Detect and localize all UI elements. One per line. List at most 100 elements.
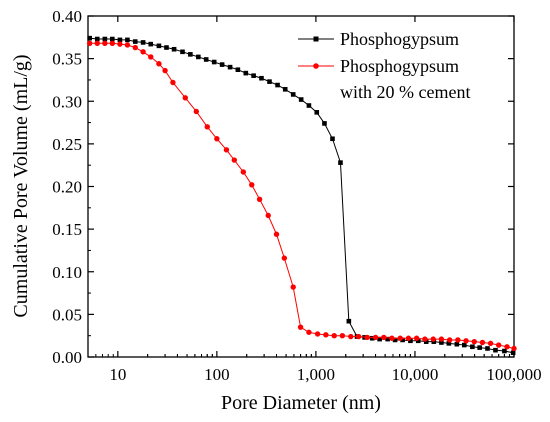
data-point-circle [148, 54, 154, 60]
data-point-circle [265, 212, 271, 219]
data-point-circle [249, 182, 255, 188]
data-point-square [415, 338, 421, 344]
data-point-circle [231, 157, 238, 163]
data-point-circle [405, 335, 412, 341]
data-point-square [346, 318, 352, 324]
data-point-square [510, 350, 516, 356]
data-point-square [322, 121, 327, 126]
data-point-square [117, 37, 123, 43]
data-point-square [102, 36, 108, 42]
data-point-square [306, 103, 312, 108]
data-point-circle [182, 95, 188, 101]
data-point-circle [314, 331, 321, 337]
y-tick-label: 0.40 [52, 7, 82, 26]
data-point-square [470, 344, 475, 350]
y-tick-label: 0.15 [52, 220, 82, 239]
data-point-circle [170, 79, 176, 86]
x-axis-title: Pore Diameter (nm) [221, 392, 381, 414]
data-point-circle [511, 345, 517, 352]
data-point-square [243, 70, 249, 76]
data-point-circle [124, 42, 131, 48]
data-point-square [267, 79, 272, 84]
data-point-circle [290, 284, 296, 290]
legend-label-cement-line1: Phosphogypsum [340, 56, 459, 76]
data-point-square [493, 347, 498, 353]
data-point-circle [430, 336, 436, 342]
data-point-square [188, 52, 193, 57]
y-tick-label: 0.25 [52, 135, 82, 154]
data-point-circle [193, 108, 199, 115]
data-point-circle [162, 67, 168, 74]
data-point-circle [223, 147, 230, 153]
x-axis: 10 100 1,000 10,000 100,000 [95, 16, 542, 384]
data-point-square [377, 336, 382, 342]
data-point-circle [487, 340, 494, 347]
data-point-circle [372, 334, 379, 341]
data-point-square [330, 136, 335, 142]
data-point-circle [273, 231, 280, 237]
data-point-circle [140, 49, 146, 55]
data-point-square [180, 49, 185, 55]
data-point-circle [109, 40, 116, 46]
data-point-circle [479, 339, 486, 346]
data-point-square [282, 87, 288, 92]
data-point-square [251, 73, 256, 78]
data-point-circle [389, 335, 395, 341]
data-point-circle [339, 332, 346, 339]
data-point-square [290, 92, 296, 97]
y-tick-label: 0.30 [52, 92, 82, 111]
data-point-circle [504, 344, 510, 350]
data-point-circle [348, 333, 354, 340]
legend-label-phosphogypsum: Phosphogypsum [340, 29, 459, 49]
data-point-circle [455, 337, 461, 343]
data-point-circle [256, 196, 263, 202]
data-point-circle [463, 338, 469, 344]
series-line-1 [89, 42, 515, 349]
data-point-circle [204, 124, 210, 130]
x-tick-label: 100 [204, 365, 230, 384]
data-point-square [171, 46, 177, 52]
data-point-circle [364, 334, 370, 341]
data-point-square [275, 82, 280, 88]
data-point-circle [495, 342, 502, 348]
data-point-square [196, 54, 201, 60]
data-point-square [87, 35, 92, 41]
data-point-square [338, 160, 343, 165]
data-point-square [203, 57, 209, 62]
data-point-circle [94, 40, 100, 46]
data-point-square [502, 348, 507, 354]
data-point-circle [381, 334, 387, 341]
data-point-circle [422, 336, 428, 342]
data-point-square [148, 41, 154, 47]
data-point-square [385, 336, 390, 342]
legend: Phosphogypsum Phosphogypsum with 20 % ce… [298, 29, 470, 102]
data-point-circle [117, 41, 123, 47]
y-tick-label: 0.35 [52, 50, 82, 69]
data-point-square [259, 75, 264, 81]
legend-label-cement-line2: with 20 % cement [340, 82, 470, 102]
data-point-circle [214, 136, 220, 142]
data-point-square [125, 37, 130, 43]
data-point-circle [306, 329, 312, 335]
data-point-square [219, 62, 225, 67]
x-tick-label: 1,000 [297, 365, 335, 384]
data-point-circle [438, 336, 445, 342]
data-point-square [400, 337, 405, 343]
data-point-circle [471, 338, 477, 345]
data-point-circle [446, 337, 453, 343]
data-point-circle [132, 44, 138, 51]
data-point-circle [297, 324, 304, 330]
y-tick-label: 0.00 [52, 348, 82, 367]
data-point-circle [355, 333, 362, 340]
legend-marker-phosphogypsum [313, 36, 319, 42]
data-point-circle [156, 61, 162, 67]
data-point-square [462, 342, 467, 348]
data-point-circle [331, 332, 337, 339]
data-point-square [156, 43, 162, 49]
x-tick-label: 10,000 [392, 365, 439, 384]
data-point-square [369, 335, 375, 341]
data-point-square [408, 338, 413, 344]
data-point-circle [323, 332, 329, 338]
